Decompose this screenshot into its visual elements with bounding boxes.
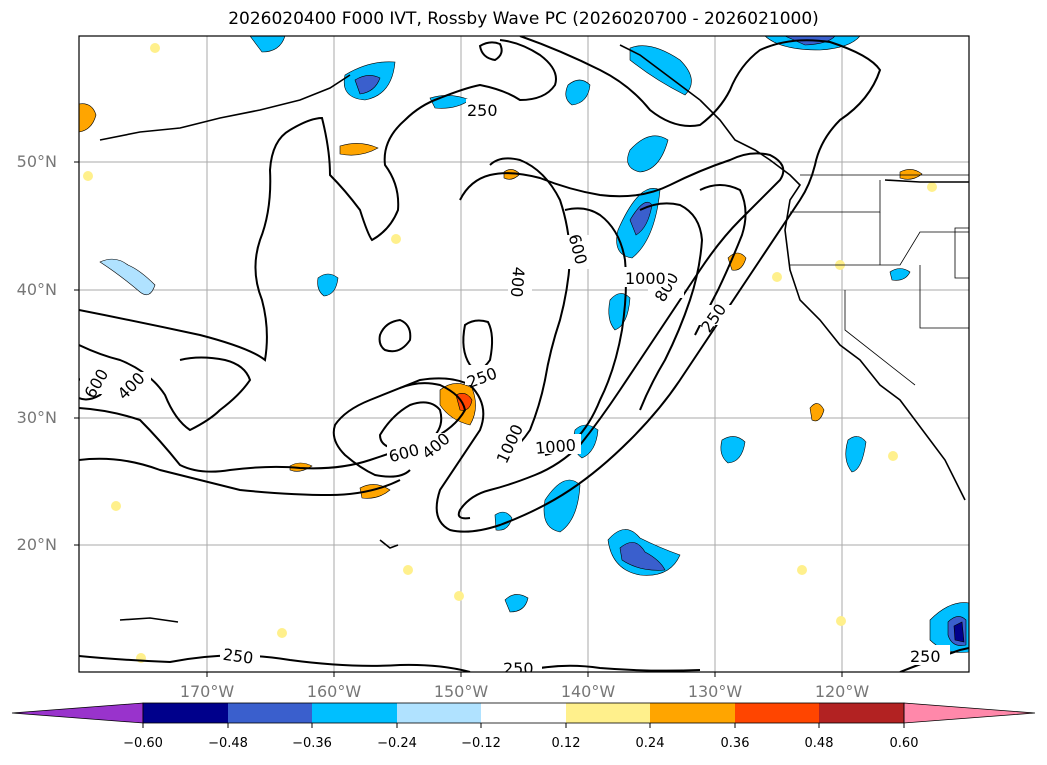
colorbar-tick-label: 0.12	[551, 736, 581, 751]
lat-label: 50°N	[16, 152, 57, 171]
contour-label: 1000	[534, 435, 576, 457]
contour-labels: 250 250 250 250 250 250 400 400 400 600 …	[80, 99, 950, 678]
lon-label: 120°W	[814, 682, 870, 701]
contour-label: 250	[910, 647, 941, 666]
colorbar-tick-label: 0.48	[804, 736, 834, 751]
map-title: 2026020400 F000 IVT, Rossby Wave PC (202…	[228, 9, 819, 29]
contour-label: 250	[222, 645, 255, 668]
colorbar-tick-label: −0.48	[208, 736, 248, 751]
lat-label: 20°N	[16, 535, 57, 554]
lat-label: 30°N	[16, 408, 57, 427]
colorbar-tick-label: −0.60	[123, 736, 163, 751]
state-borders	[790, 174, 969, 386]
contour-label: 250	[503, 659, 534, 678]
lat-label: 40°N	[16, 280, 57, 299]
colorbar-tick-label: −0.36	[292, 736, 332, 751]
colorbar-tick-label: 0.24	[635, 736, 665, 751]
colorbar-tick-label: 0.36	[720, 736, 750, 751]
lon-label: 140°W	[560, 682, 616, 701]
colorbar-tick-label: 0.60	[889, 736, 919, 751]
colorbar	[11, 702, 1036, 728]
lon-label: 170°W	[179, 682, 235, 701]
lon-label: 160°W	[306, 682, 362, 701]
map-frame	[78, 35, 970, 673]
contour-label: 250	[467, 101, 498, 120]
contour-label: 1000	[625, 269, 666, 288]
contour-label: 400	[507, 266, 529, 298]
colorbar-tick-label: −0.24	[377, 736, 417, 751]
colorbar-tick-label: −0.12	[461, 736, 501, 751]
lon-label: 150°W	[433, 682, 489, 701]
lon-label: 130°W	[687, 682, 743, 701]
